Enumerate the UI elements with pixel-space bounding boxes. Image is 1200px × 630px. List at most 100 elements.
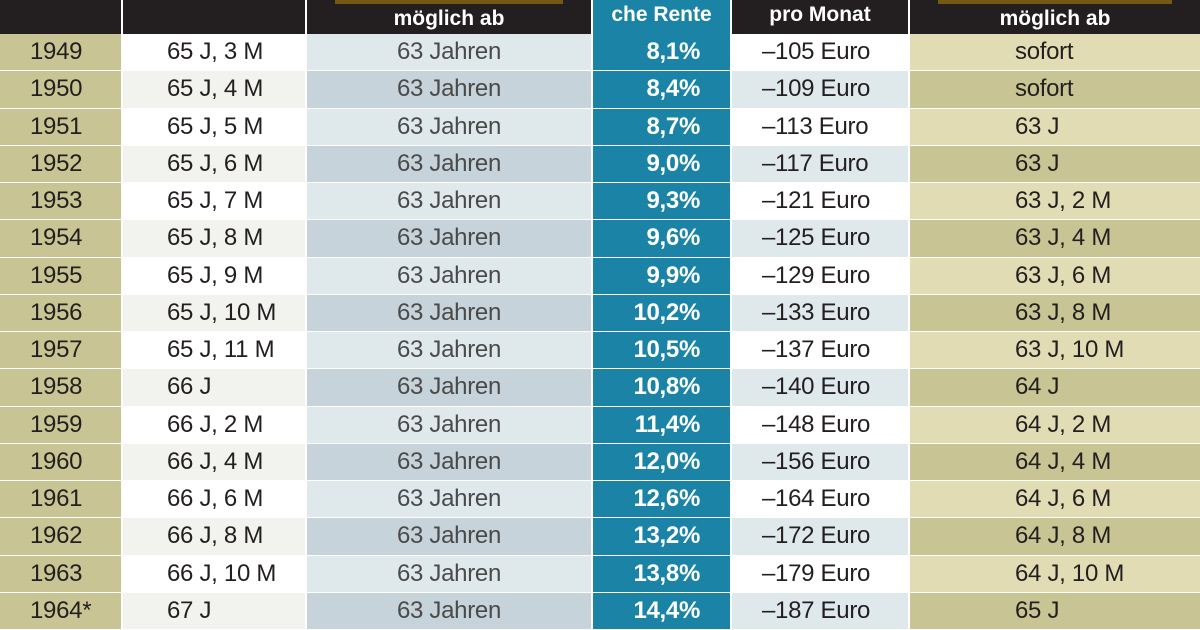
table-row: 1959 66 J, 2 M 63 Jahren 11,4% –148 Euro 64 J… (0, 406, 1200, 444)
cell-monthly-loss: –179 Euro (732, 555, 910, 592)
cell-monthly-loss: –117 Euro (732, 145, 910, 182)
cell-new-retirement: 63 J, 6 M (910, 257, 1200, 294)
table-row: 1956 65 J, 10 M 63 Jahren 10,2% –133 Euro 63 … (0, 294, 1200, 332)
table-header: möglich ab che Rente pro Monat möglich a… (0, 0, 1200, 34)
cell-new-retirement: 64 J, 4 M (910, 443, 1200, 480)
cell-monthly-loss: –109 Euro (732, 71, 910, 108)
cell-regular-age: 65 J, 3 M (123, 34, 307, 71)
table-row: 1964* 67 J 63 Jahren 14,4% –187 Euro 65 J (0, 592, 1200, 630)
cell-early-retirement: 63 Jahren (307, 145, 593, 182)
table-row: 1955 65 J, 9 M 63 Jahren 9,9% –129 Euro 63 J,… (0, 257, 1200, 295)
table-row: 1958 66 J 63 Jahren 10,8% –140 Euro 64 J (0, 369, 1200, 407)
cell-early-retirement: 63 Jahren (307, 294, 593, 331)
cell-percent-reduction: 10,5% (593, 332, 732, 369)
cell-new-retirement: 63 J (910, 145, 1200, 182)
cell-regular-age: 65 J, 4 M (123, 71, 307, 108)
cell-early-retirement: 63 Jahren (307, 369, 593, 406)
cell-early-retirement: 63 Jahren (307, 257, 593, 294)
cell-year: 1962 (0, 518, 123, 555)
cell-percent-reduction: 9,3% (593, 183, 732, 220)
cell-monthly-loss: –148 Euro (732, 406, 910, 443)
cell-new-retirement: 63 J, 10 M (910, 332, 1200, 369)
cell-percent-reduction: 8,1% (593, 34, 732, 71)
cell-regular-age: 66 J, 4 M (123, 443, 307, 480)
cell-new-retirement: 63 J, 4 M (910, 220, 1200, 257)
cell-year: 1951 (0, 108, 123, 145)
cell-monthly-loss: –187 Euro (732, 592, 910, 629)
cell-percent-reduction: 8,7% (593, 108, 732, 145)
table-row: 1950 65 J, 4 M 63 Jahren 8,4% –109 Euro sofor… (0, 71, 1200, 109)
cell-new-retirement: 64 J, 2 M (910, 406, 1200, 443)
header-monthly-loss: pro Monat (732, 0, 910, 34)
cell-percent-reduction: 13,2% (593, 518, 732, 555)
cell-monthly-loss: –129 Euro (732, 257, 910, 294)
cell-new-retirement: 65 J (910, 592, 1200, 629)
cell-year: 1955 (0, 257, 123, 294)
cell-monthly-loss: –125 Euro (732, 220, 910, 257)
header-year (0, 0, 123, 34)
header-new-retirement: möglich ab (910, 0, 1200, 34)
header-early-retirement: möglich ab (307, 0, 593, 34)
cell-percent-reduction: 9,0% (593, 145, 732, 182)
cell-percent-reduction: 10,2% (593, 294, 732, 331)
cell-monthly-loss: –105 Euro (732, 34, 910, 71)
cell-new-retirement: 64 J (910, 369, 1200, 406)
cell-monthly-loss: –113 Euro (732, 108, 910, 145)
cell-regular-age: 66 J (123, 369, 307, 406)
cell-percent-reduction: 8,4% (593, 71, 732, 108)
cell-new-retirement: 63 J (910, 108, 1200, 145)
header-accent-bar (938, 0, 1172, 4)
cell-early-retirement: 63 Jahren (307, 220, 593, 257)
cell-monthly-loss: –156 Euro (732, 443, 910, 480)
table-row: 1954 65 J, 8 M 63 Jahren 9,6% –125 Euro 63 J,… (0, 220, 1200, 258)
cell-early-retirement: 63 Jahren (307, 518, 593, 555)
cell-year: 1964* (0, 592, 123, 629)
header-accent-bar (335, 0, 563, 4)
cell-monthly-loss: –172 Euro (732, 518, 910, 555)
cell-new-retirement: sofort (910, 71, 1200, 108)
cell-regular-age: 65 J, 7 M (123, 183, 307, 220)
cell-regular-age: 65 J, 5 M (123, 108, 307, 145)
cell-percent-reduction: 13,8% (593, 555, 732, 592)
cell-year: 1958 (0, 369, 123, 406)
table-row: 1960 66 J, 4 M 63 Jahren 12,0% –156 Euro 64 J… (0, 443, 1200, 481)
cell-monthly-loss: –164 Euro (732, 481, 910, 518)
cell-early-retirement: 63 Jahren (307, 183, 593, 220)
cell-regular-age: 65 J, 9 M (123, 257, 307, 294)
cell-monthly-loss: –133 Euro (732, 294, 910, 331)
cell-new-retirement: 64 J, 8 M (910, 518, 1200, 555)
table-body: 1949 65 J, 3 M 63 Jahren 8,1% –105 Euro sofor… (0, 34, 1200, 630)
cell-year: 1952 (0, 145, 123, 182)
table-row: 1953 65 J, 7 M 63 Jahren 9,3% –121 Euro 63 J,… (0, 183, 1200, 221)
header-regular-age (123, 0, 307, 34)
cell-year: 1960 (0, 443, 123, 480)
cell-year: 1963 (0, 555, 123, 592)
table-row: 1957 65 J, 11 M 63 Jahren 10,5% –137 Euro 63 … (0, 332, 1200, 370)
cell-early-retirement: 63 Jahren (307, 481, 593, 518)
cell-early-retirement: 63 Jahren (307, 71, 593, 108)
cell-year: 1957 (0, 332, 123, 369)
cell-regular-age: 66 J, 8 M (123, 518, 307, 555)
cell-percent-reduction: 11,4% (593, 406, 732, 443)
cell-early-retirement: 63 Jahren (307, 443, 593, 480)
table-row: 1962 66 J, 8 M 63 Jahren 13,2% –172 Euro 64 J… (0, 518, 1200, 556)
header-percent-reduction: che Rente (593, 0, 732, 34)
cell-new-retirement: sofort (910, 34, 1200, 71)
cell-regular-age: 67 J (123, 592, 307, 629)
cell-early-retirement: 63 Jahren (307, 406, 593, 443)
cell-regular-age: 65 J, 8 M (123, 220, 307, 257)
cell-early-retirement: 63 Jahren (307, 332, 593, 369)
cell-new-retirement: 63 J, 2 M (910, 183, 1200, 220)
cell-year: 1956 (0, 294, 123, 331)
cell-percent-reduction: 12,6% (593, 481, 732, 518)
cell-regular-age: 65 J, 6 M (123, 145, 307, 182)
cell-new-retirement: 64 J, 6 M (910, 481, 1200, 518)
cell-early-retirement: 63 Jahren (307, 555, 593, 592)
table-row: 1963 66 J, 10 M 63 Jahren 13,8% –179 Euro 64 … (0, 555, 1200, 593)
cell-year: 1961 (0, 481, 123, 518)
cell-year: 1949 (0, 34, 123, 71)
cell-regular-age: 65 J, 11 M (123, 332, 307, 369)
table-row: 1961 66 J, 6 M 63 Jahren 12,6% –164 Euro 64 J… (0, 481, 1200, 519)
cell-monthly-loss: –137 Euro (732, 332, 910, 369)
